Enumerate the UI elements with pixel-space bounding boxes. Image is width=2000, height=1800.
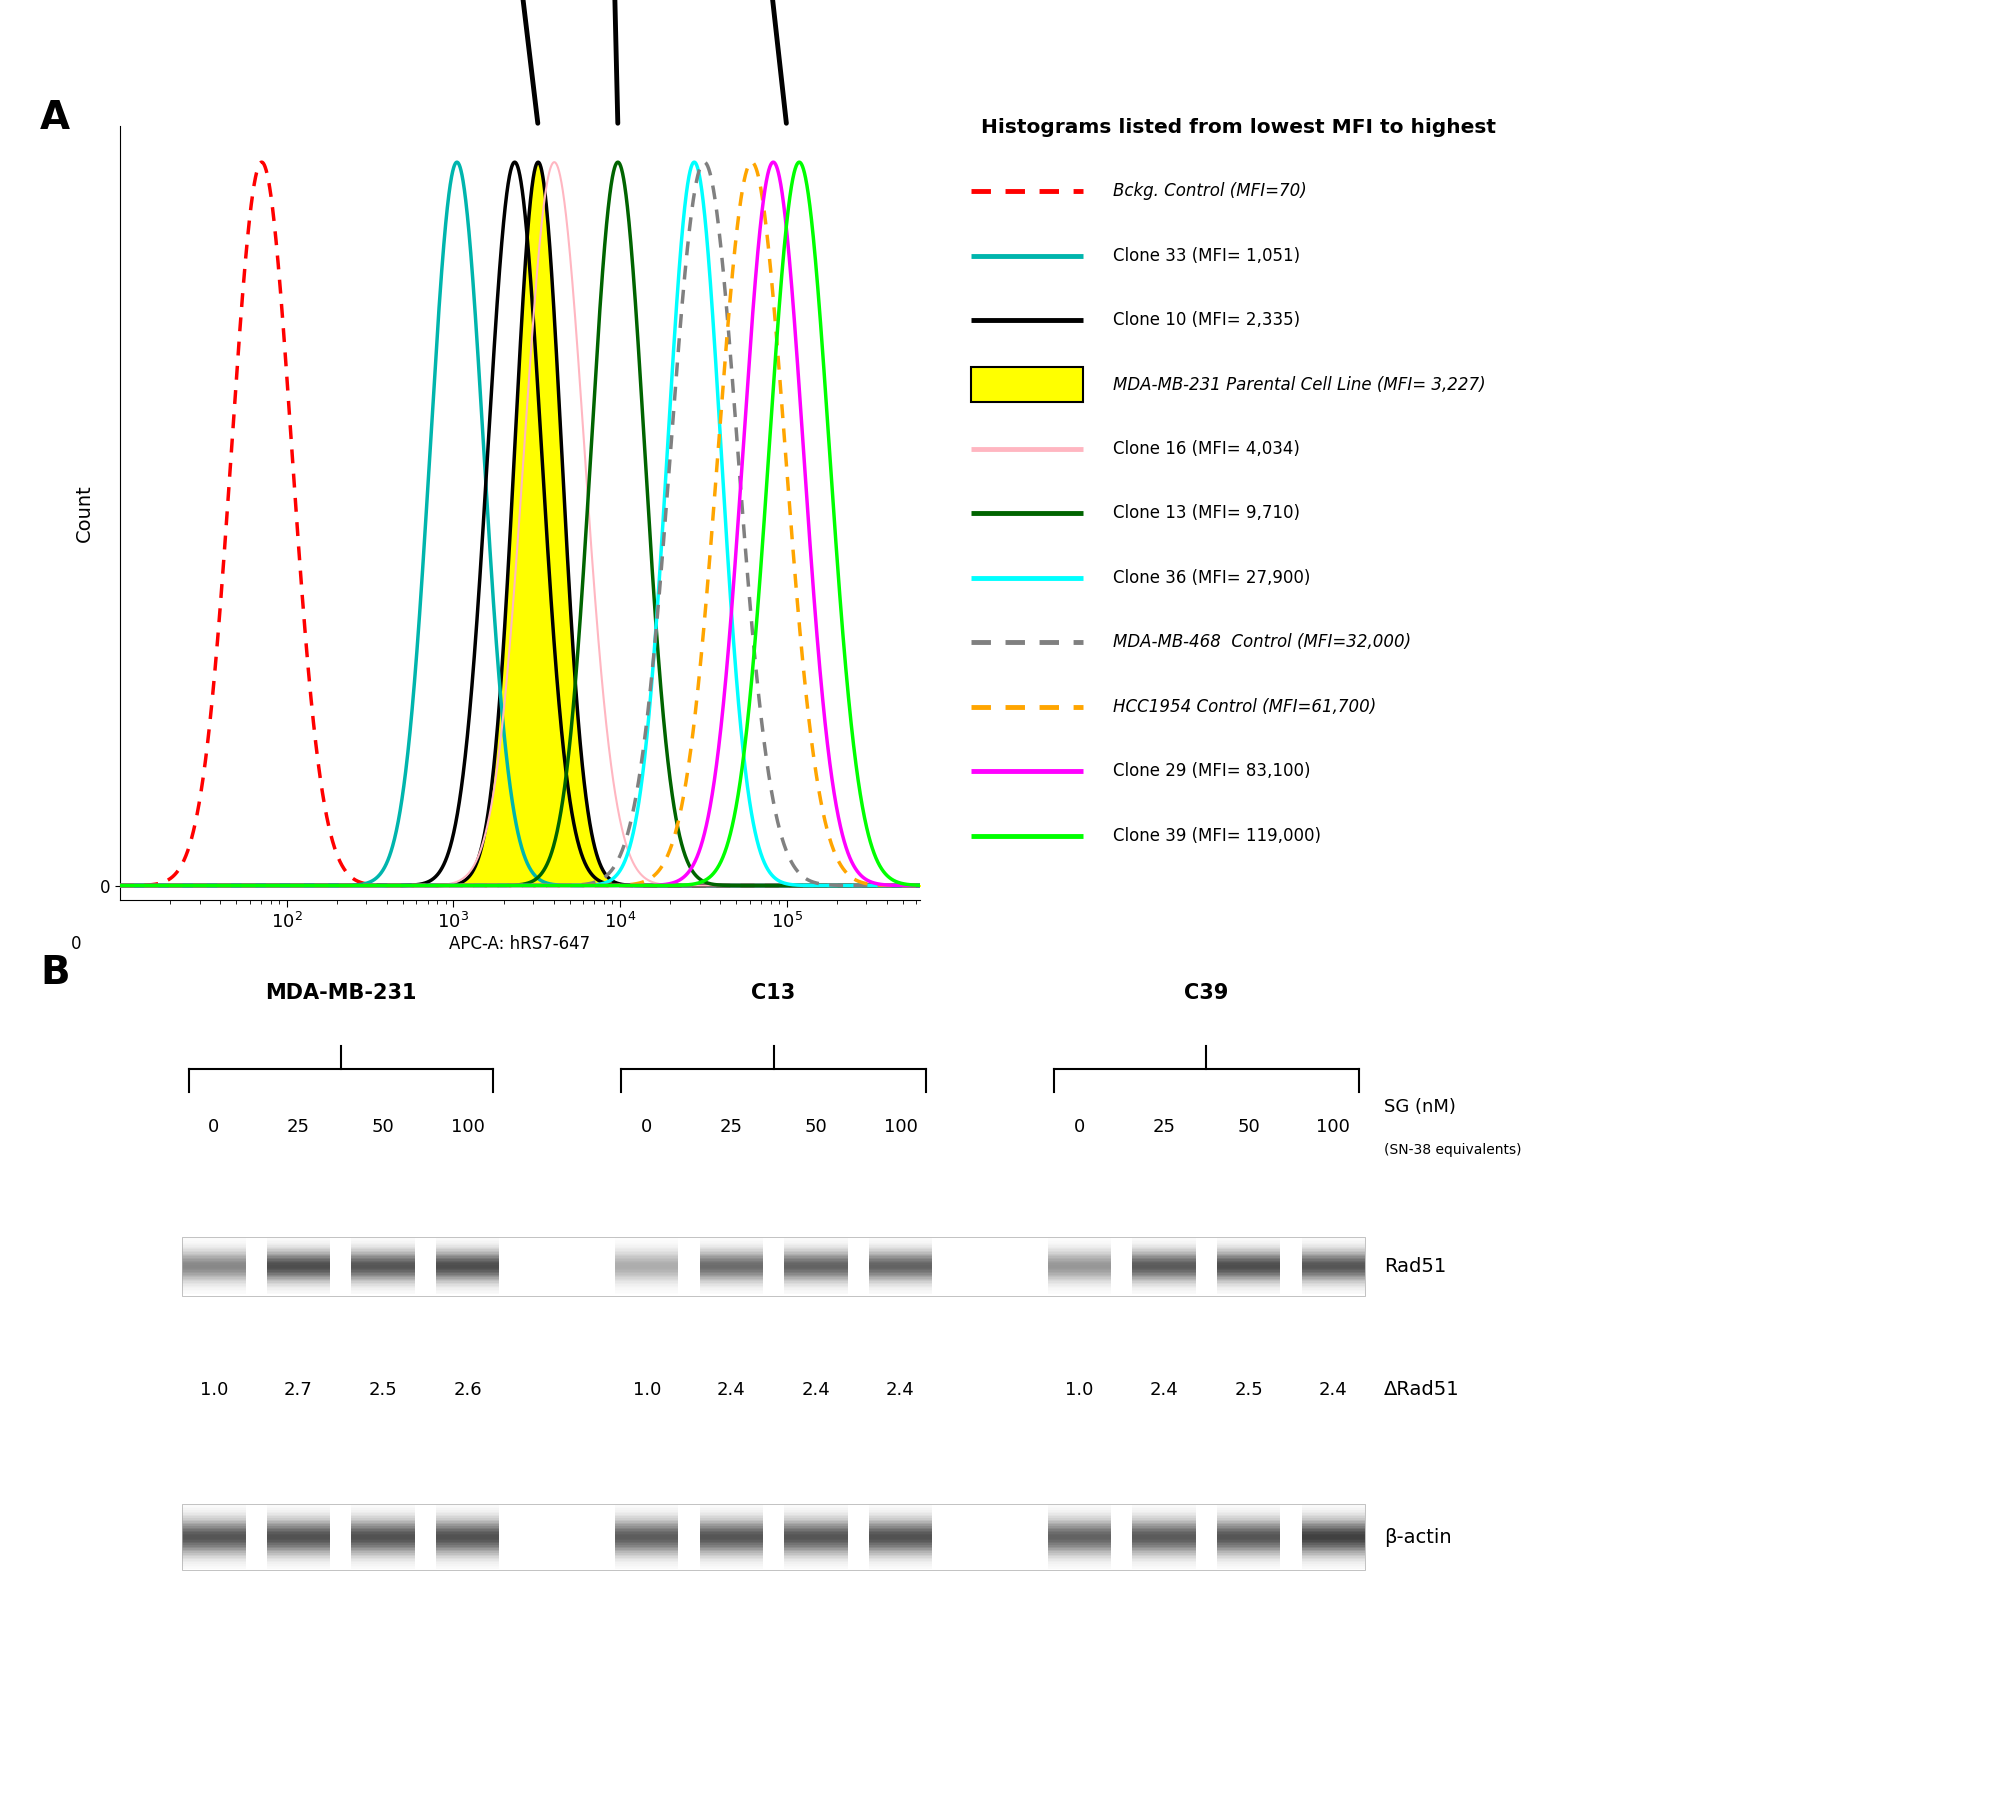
Text: B: B xyxy=(40,954,70,992)
Text: 100: 100 xyxy=(1316,1118,1350,1136)
Text: 0: 0 xyxy=(1074,1118,1086,1136)
Text: C39: C39 xyxy=(738,0,786,122)
Text: Rad51: Rad51 xyxy=(1384,1256,1446,1276)
Text: 2.5: 2.5 xyxy=(1234,1381,1264,1399)
Text: MDA-MB-468  Control (MFI=32,000): MDA-MB-468 Control (MFI=32,000) xyxy=(1114,634,1412,652)
Text: Clone 39 (MFI= 119,000): Clone 39 (MFI= 119,000) xyxy=(1114,826,1322,844)
Text: 25: 25 xyxy=(1152,1118,1176,1136)
Text: 2.4: 2.4 xyxy=(716,1381,746,1399)
Text: 25: 25 xyxy=(720,1118,742,1136)
Text: 0: 0 xyxy=(70,934,82,952)
Text: 100: 100 xyxy=(884,1118,918,1136)
Y-axis label: Count: Count xyxy=(76,484,94,542)
Text: Histograms listed from lowest MFI to highest: Histograms listed from lowest MFI to hig… xyxy=(980,119,1496,137)
Text: Bckg. Control (MFI=70): Bckg. Control (MFI=70) xyxy=(1114,182,1308,200)
Text: 2.6: 2.6 xyxy=(454,1381,482,1399)
Text: SG (nM): SG (nM) xyxy=(1384,1098,1456,1116)
Text: 2.7: 2.7 xyxy=(284,1381,312,1399)
Text: MDA-MB-231 Parental Cell Line (MFI= 3,227): MDA-MB-231 Parental Cell Line (MFI= 3,22… xyxy=(1114,376,1486,394)
Text: 0: 0 xyxy=(208,1118,220,1136)
Bar xyxy=(970,367,1082,403)
Text: (SN-38 equivalents): (SN-38 equivalents) xyxy=(1384,1143,1522,1157)
Text: 50: 50 xyxy=(372,1118,394,1136)
Text: 1.0: 1.0 xyxy=(632,1381,660,1399)
Text: 0: 0 xyxy=(642,1118,652,1136)
Text: Clone 29 (MFI= 83,100): Clone 29 (MFI= 83,100) xyxy=(1114,761,1310,779)
Text: C13: C13 xyxy=(588,0,636,122)
Text: 1.0: 1.0 xyxy=(1066,1381,1094,1399)
Text: 50: 50 xyxy=(1238,1118,1260,1136)
Bar xyxy=(182,1237,1366,1296)
Text: Clone 33 (MFI= 1,051): Clone 33 (MFI= 1,051) xyxy=(1114,247,1300,265)
Text: β-actin: β-actin xyxy=(1384,1528,1452,1546)
Text: Parental: Parental xyxy=(458,0,564,122)
Text: 100: 100 xyxy=(450,1118,484,1136)
Text: 2.4: 2.4 xyxy=(886,1381,914,1399)
X-axis label: APC-A: hRS7-647: APC-A: hRS7-647 xyxy=(450,934,590,952)
Text: Clone 10 (MFI= 2,335): Clone 10 (MFI= 2,335) xyxy=(1114,311,1300,329)
Text: Clone 13 (MFI= 9,710): Clone 13 (MFI= 9,710) xyxy=(1114,504,1300,522)
Bar xyxy=(182,1503,1366,1570)
Text: MDA-MB-231: MDA-MB-231 xyxy=(264,983,416,1003)
Text: HCC1954 Control (MFI=61,700): HCC1954 Control (MFI=61,700) xyxy=(1114,698,1376,716)
Text: 50: 50 xyxy=(804,1118,828,1136)
Text: A: A xyxy=(40,99,70,137)
Text: Clone 16 (MFI= 4,034): Clone 16 (MFI= 4,034) xyxy=(1114,439,1300,457)
Text: ΔRad51: ΔRad51 xyxy=(1384,1381,1460,1399)
Text: 2.4: 2.4 xyxy=(1150,1381,1178,1399)
Text: 2.4: 2.4 xyxy=(802,1381,830,1399)
Text: 2.5: 2.5 xyxy=(368,1381,398,1399)
Text: C39: C39 xyxy=(1184,983,1228,1003)
Text: Clone 36 (MFI= 27,900): Clone 36 (MFI= 27,900) xyxy=(1114,569,1310,587)
Text: 25: 25 xyxy=(286,1118,310,1136)
Text: 2.4: 2.4 xyxy=(1318,1381,1348,1399)
Text: 1.0: 1.0 xyxy=(200,1381,228,1399)
Text: C13: C13 xyxy=(752,983,796,1003)
